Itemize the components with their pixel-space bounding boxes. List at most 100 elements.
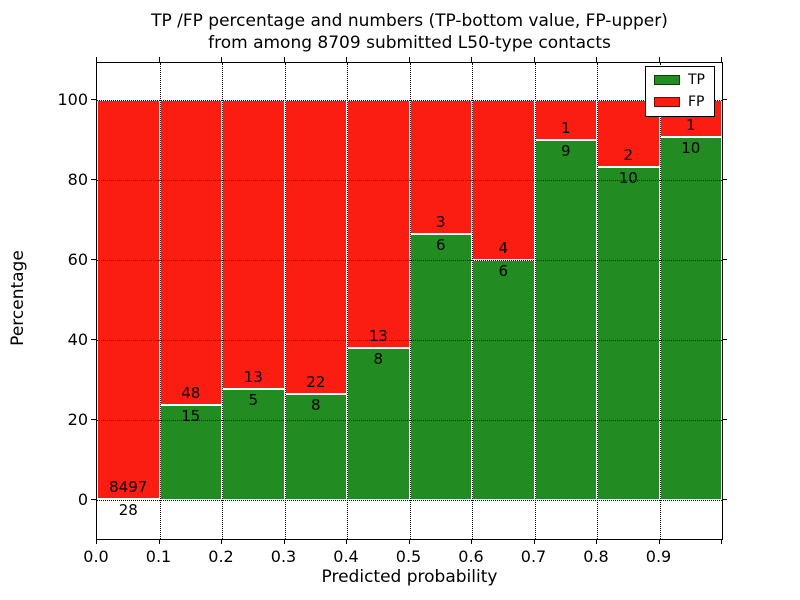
y-tick-label: 0 [77, 490, 88, 510]
tp-count-label: 5 [248, 391, 259, 410]
bar-segment-fp [347, 100, 410, 348]
y-tick-mark-right [722, 99, 727, 101]
y-tick-mark [91, 339, 96, 341]
tp-count-label: 15 [181, 406, 201, 425]
y-tick-label: 100 [57, 90, 88, 110]
x-tick-label: 0.8 [583, 547, 609, 566]
fp-count-label: 2 [623, 145, 634, 164]
y-tick-mark-right [722, 259, 727, 261]
y-tick-mark [91, 259, 96, 261]
bar-segment-tp [534, 140, 597, 501]
bar-segment-tp [284, 393, 347, 501]
x-gridline [597, 63, 598, 539]
bar-segment-tp [409, 233, 472, 501]
legend-item-fp: FP [654, 95, 706, 109]
fp-count-label: 1 [560, 119, 571, 138]
x-gridline [659, 63, 661, 539]
x-tick-mark-top [533, 57, 535, 62]
x-axis-label: Predicted probability [321, 567, 498, 587]
bar-segment-tp [472, 260, 535, 501]
x-gridline [222, 63, 223, 539]
x-tick-mark-top [96, 57, 97, 62]
x-tick-mark [283, 539, 285, 544]
tp-count-label: 10 [681, 138, 701, 157]
x-tick-label: 0.5 [395, 547, 422, 566]
y-tick-mark [91, 499, 96, 501]
x-tick-label: 0.7 [520, 547, 547, 566]
tp-swatch-icon [654, 75, 680, 85]
y-tick-mark [91, 179, 96, 181]
x-tick-mark-top [658, 57, 660, 62]
bar-segment-fp [409, 100, 472, 234]
x-tick-mark [658, 539, 660, 544]
x-tick-mark-top [158, 57, 160, 62]
bar-segment-fp [97, 100, 160, 499]
x-gridline [159, 63, 161, 539]
y-tick-mark-right [722, 419, 727, 421]
fp-count-label: 8497 [109, 477, 148, 496]
y-axis-label: Percentage [8, 250, 28, 346]
fp-count-label: 22 [306, 372, 326, 391]
x-tick-mark-top [721, 57, 722, 62]
legend-item-tp: TP [654, 73, 706, 87]
tp-count-label: 28 [118, 500, 138, 519]
x-gridline [347, 63, 348, 539]
x-tick-mark-top [471, 57, 472, 62]
x-tick-label: 0.0 [83, 547, 109, 566]
x-gridline [284, 63, 286, 539]
y-tick-label: 20 [67, 410, 88, 430]
x-tick-mark [346, 539, 347, 544]
x-tick-mark-top [221, 57, 222, 62]
x-tick-mark [721, 539, 722, 544]
y-tick-label: 40 [67, 330, 88, 350]
tp-count-label: 6 [435, 235, 446, 254]
x-tick-label: 0.6 [458, 547, 484, 566]
bar-segment-fp [222, 100, 285, 390]
x-tick-label: 0.4 [333, 547, 359, 566]
bar-segment-tp [347, 347, 410, 501]
bar-segment-fp [284, 100, 347, 394]
x-gridline [472, 63, 473, 539]
tp-count-label: 8 [373, 349, 384, 368]
bar-segment-tp [659, 136, 722, 501]
fp-count-label: 13 [243, 368, 263, 387]
tp-count-label: 6 [498, 262, 509, 281]
y-tick-mark-right [722, 179, 727, 181]
y-tick-mark-right [722, 499, 727, 501]
bar-segment-tp [597, 166, 660, 501]
y-tick-label: 60 [67, 250, 88, 270]
legend-label-fp: FP [688, 94, 705, 110]
x-tick-mark [471, 539, 472, 544]
x-tick-mark [158, 539, 160, 544]
bar-segment-fp [159, 100, 222, 405]
legend-label-tp: TP [688, 72, 705, 88]
x-tick-label: 0.2 [208, 547, 234, 566]
chart-title-line2: from among 8709 submitted L50-type conta… [208, 33, 611, 53]
x-tick-mark [96, 539, 97, 544]
x-gridline [534, 63, 536, 539]
y-tick-label: 80 [67, 170, 88, 190]
fp-count-label: 3 [435, 212, 446, 231]
fp-count-label: 48 [181, 383, 201, 402]
x-tick-label: 0.1 [145, 547, 172, 566]
x-tick-mark [533, 539, 535, 544]
y-tick-mark [91, 99, 96, 101]
tp-count-label: 9 [560, 142, 571, 161]
x-tick-mark-top [346, 57, 347, 62]
x-tick-mark [221, 539, 222, 544]
fp-count-label: 1 [685, 115, 696, 134]
fp-count-label: 4 [498, 239, 509, 258]
x-tick-mark-top [596, 57, 597, 62]
x-tick-mark [596, 539, 597, 544]
x-tick-label: 0.3 [270, 547, 297, 566]
legend: TP FP [645, 66, 715, 117]
fp-swatch-icon [654, 97, 680, 107]
x-tick-mark [408, 539, 410, 544]
x-tick-label: 0.9 [645, 547, 672, 566]
y-tick-mark-right [722, 339, 727, 341]
tp-count-label: 10 [618, 168, 638, 187]
chart-title-line1: TP /FP percentage and numbers (TP-bottom… [151, 11, 668, 31]
plot-area: 8497 28 48 15 13 5 22 8 13 8 3 6 4 6 1 9 2 10 1 10 [96, 62, 723, 540]
x-tick-mark-top [283, 57, 285, 62]
